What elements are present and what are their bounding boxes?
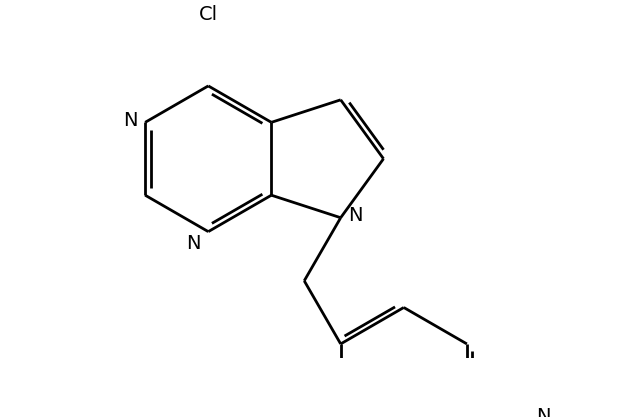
Text: N: N [536, 407, 551, 417]
Text: N: N [348, 206, 363, 225]
Text: N: N [123, 111, 138, 130]
Text: N: N [186, 234, 200, 253]
Text: Cl: Cl [198, 5, 218, 24]
